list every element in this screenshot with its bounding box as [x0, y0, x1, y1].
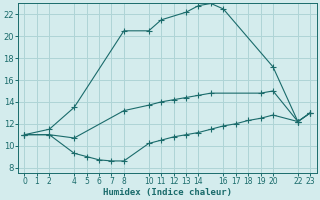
X-axis label: Humidex (Indice chaleur): Humidex (Indice chaleur) [103, 188, 232, 197]
